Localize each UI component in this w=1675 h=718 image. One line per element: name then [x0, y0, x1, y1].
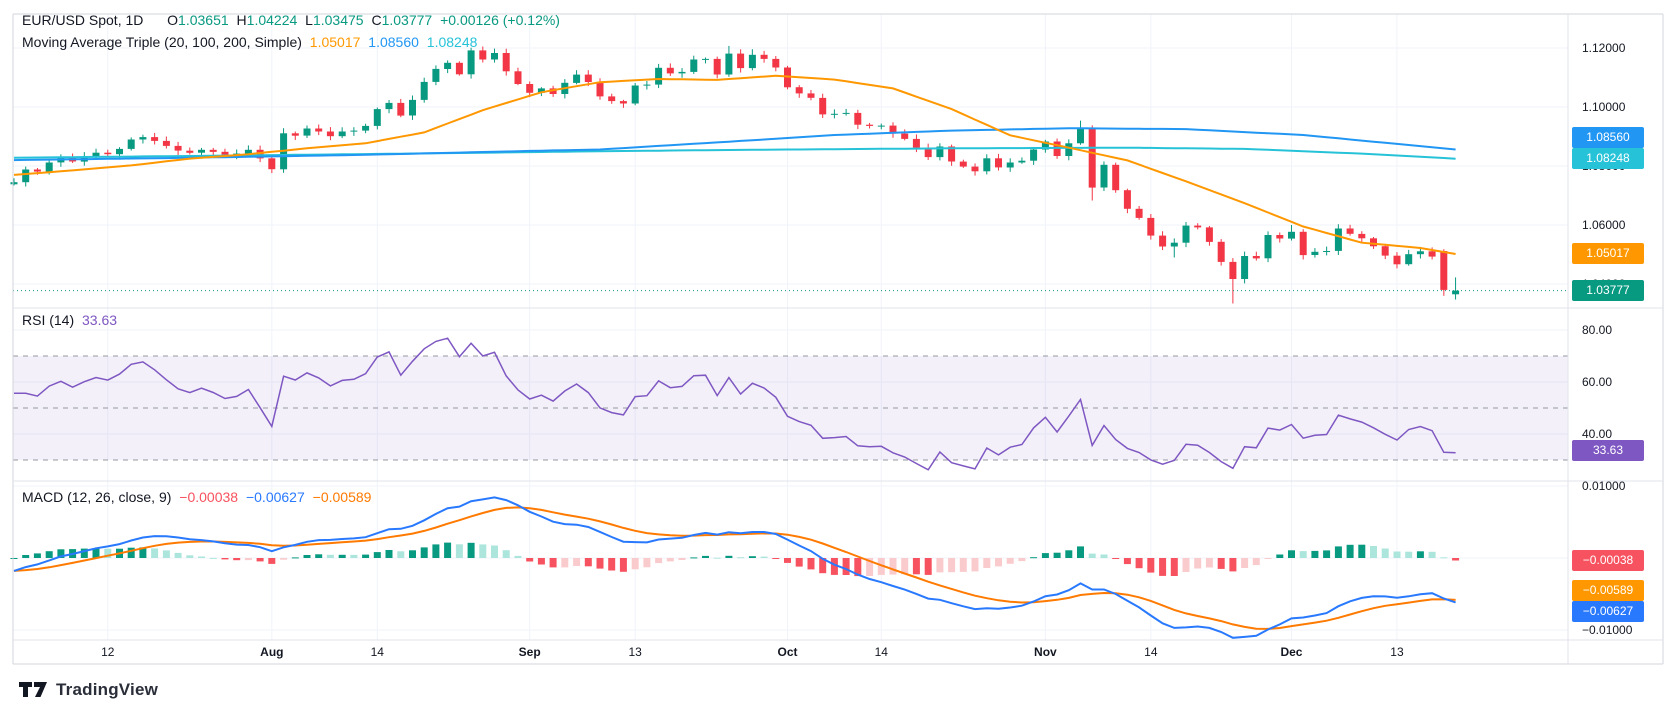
time-label: Oct [777, 645, 798, 659]
symbol-title: EUR/USD Spot, 1D [22, 12, 144, 28]
price-badge-sma20: 1.05017 [1572, 243, 1644, 264]
macd-badge-signal: −0.00589 [1572, 580, 1644, 601]
tradingview-logo-text: TradingView [56, 679, 159, 699]
time-label: Dec [1280, 645, 1303, 659]
close-label: C [371, 12, 382, 28]
time-label: Aug [260, 645, 284, 659]
rsi-line[interactable] [14, 337, 1456, 471]
axis-label: 1.10000 [1582, 100, 1626, 114]
tradingview-logo[interactable]: TradingView [18, 679, 158, 700]
low-value: 1.03475 [312, 12, 364, 28]
tradingview-logo-icon [19, 682, 47, 697]
axis-label: 60.00 [1582, 375, 1613, 389]
time-label: 14 [1144, 645, 1158, 659]
axis-label: −0.01000 [1582, 623, 1633, 637]
low-label: L [305, 12, 313, 28]
macd-line-value: −0.00627 [245, 489, 305, 505]
macd-lines [13, 496, 1456, 639]
price-badge-sma100: 1.08560 [1572, 127, 1644, 148]
macd-signal-line [13, 506, 1456, 630]
sma100-line [13, 127, 1456, 162]
ma-indicator-header[interactable]: Moving Average Triple (20, 100, 200, Sim… [22, 34, 481, 50]
time-label: 14 [370, 645, 384, 659]
grid [13, 14, 1568, 640]
rsi-badge: 33.63 [1572, 440, 1644, 461]
high-value: 1.04224 [246, 12, 298, 28]
open-value: 1.03651 [178, 12, 229, 28]
axis-label: 1.12000 [1582, 41, 1626, 55]
ma100-value: 1.08560 [368, 34, 419, 50]
macd-badge-hist: −0.00038 [1572, 550, 1644, 571]
macd-indicator-header[interactable]: MACD (12, 26, close, 9) −0.00038 −0.0062… [22, 489, 375, 505]
macd-signal-value: −0.00589 [312, 489, 372, 505]
time-label: Nov [1034, 645, 1057, 659]
ma200-value: 1.08248 [426, 34, 478, 50]
axis-label: 1.06000 [1582, 218, 1626, 232]
price-badge-close: 1.03777 [1572, 280, 1644, 301]
sma200-line [13, 146, 1456, 160]
macd-main-line [13, 496, 1456, 639]
time-label: 13 [628, 645, 642, 659]
axis-label: 40.00 [1582, 427, 1613, 441]
price-badge-sma200: 1.08248 [1572, 148, 1644, 169]
rsi-indicator-header[interactable]: RSI (14) 33.63 [22, 312, 121, 328]
ma-label: Moving Average Triple (20, 100, 200, Sim… [22, 34, 302, 50]
moving-average-lines [13, 74, 1456, 255]
ma20-value: 1.05017 [309, 34, 361, 50]
close-value: 1.03777 [381, 12, 433, 28]
macd-label: MACD (12, 26, close, 9) [22, 489, 172, 505]
sma20-line [13, 74, 1456, 255]
open-label: O [167, 12, 179, 28]
axis-label: 0.01000 [1582, 479, 1626, 493]
high-label: H [236, 12, 247, 28]
macd-hist-value: −0.00038 [179, 489, 239, 505]
candlestick-series[interactable] [10, 45, 1460, 304]
pane-frame [12, 13, 1664, 665]
macd-badge-macd: −0.00627 [1572, 601, 1644, 622]
rsi-band [13, 355, 1568, 461]
time-label: 12 [101, 645, 115, 659]
symbol-header[interactable]: EUR/USD Spot, 1D O1.03651 H1.04224 L1.03… [22, 12, 564, 28]
time-label: Sep [518, 645, 541, 659]
change-value: +0.00126 (+0.12%) [440, 12, 560, 28]
time-label: 13 [1390, 645, 1404, 659]
rsi-label: RSI (14) [22, 312, 75, 328]
axis-label: 80.00 [1582, 323, 1613, 337]
time-label: 14 [874, 645, 888, 659]
rsi-value: 33.63 [82, 312, 118, 328]
